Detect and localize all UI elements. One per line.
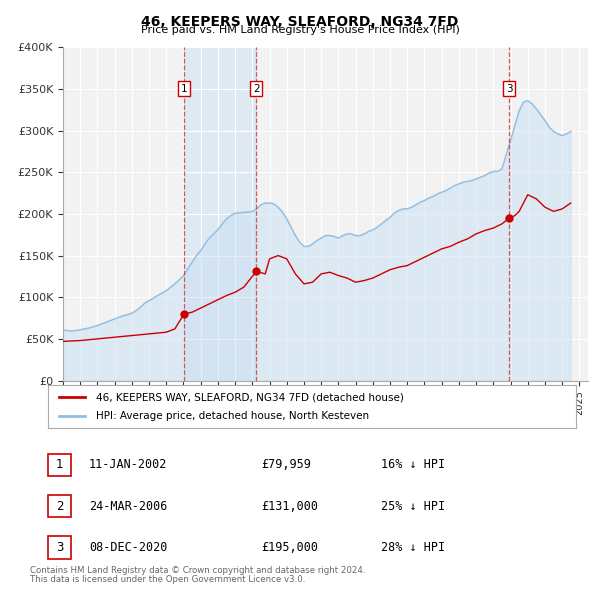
- Bar: [184, 47, 256, 381]
- Text: 2: 2: [56, 500, 63, 513]
- Text: £79,959: £79,959: [261, 458, 311, 471]
- Text: 28% ↓ HPI: 28% ↓ HPI: [381, 541, 445, 554]
- Text: Contains HM Land Registry data © Crown copyright and database right 2024.: Contains HM Land Registry data © Crown c…: [30, 566, 365, 575]
- Text: 25% ↓ HPI: 25% ↓ HPI: [381, 500, 445, 513]
- Text: 11-JAN-2002: 11-JAN-2002: [89, 458, 167, 471]
- Text: 3: 3: [506, 84, 512, 94]
- Text: 08-DEC-2020: 08-DEC-2020: [89, 541, 167, 554]
- Text: 16% ↓ HPI: 16% ↓ HPI: [381, 458, 445, 471]
- Text: £131,000: £131,000: [261, 500, 318, 513]
- Text: 46, KEEPERS WAY, SLEAFORD, NG34 7FD (detached house): 46, KEEPERS WAY, SLEAFORD, NG34 7FD (det…: [95, 392, 403, 402]
- Text: This data is licensed under the Open Government Licence v3.0.: This data is licensed under the Open Gov…: [30, 575, 305, 584]
- Text: HPI: Average price, detached house, North Kesteven: HPI: Average price, detached house, Nort…: [95, 411, 368, 421]
- Text: 1: 1: [56, 458, 63, 471]
- Text: 2: 2: [253, 84, 260, 94]
- Text: 3: 3: [56, 541, 63, 554]
- Text: 24-MAR-2006: 24-MAR-2006: [89, 500, 167, 513]
- Text: Price paid vs. HM Land Registry's House Price Index (HPI): Price paid vs. HM Land Registry's House …: [140, 25, 460, 35]
- Text: 46, KEEPERS WAY, SLEAFORD, NG34 7FD: 46, KEEPERS WAY, SLEAFORD, NG34 7FD: [142, 15, 458, 29]
- Text: £195,000: £195,000: [261, 541, 318, 554]
- Text: 1: 1: [181, 84, 187, 94]
